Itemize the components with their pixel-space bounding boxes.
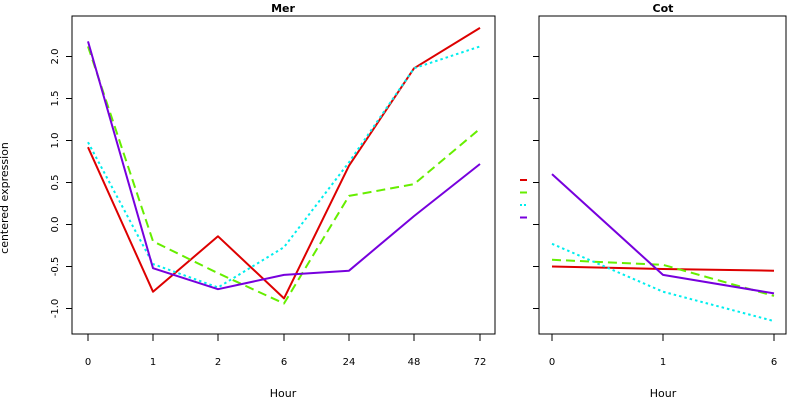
y-tick-label: -1.0 xyxy=(50,299,61,319)
x-tick-label: 1 xyxy=(660,357,666,368)
series-line-2 xyxy=(551,258,775,297)
y-axis-cot xyxy=(533,56,539,309)
x-tick-label: 0 xyxy=(85,357,91,368)
panel-title-mer: Mer xyxy=(271,2,295,15)
plot-frame-mer xyxy=(71,15,496,335)
series-line-3 xyxy=(87,45,481,289)
series-lines-mer xyxy=(87,27,481,305)
panel-mer: Mer -1.0 -0.5 0.0 0.5 1.0 1.5 2.0 0 1 2 6 24 48 72 H… xyxy=(0,2,496,400)
x-tick-label: 72 xyxy=(474,357,487,368)
series-line-3 xyxy=(551,242,775,323)
series-line-4 xyxy=(551,173,775,295)
x-tick-label: 1 xyxy=(150,357,156,368)
y-tick-label: 2.0 xyxy=(50,49,61,65)
x-axis-title-mer: Hour xyxy=(270,387,297,400)
y-tick-label: 1.0 xyxy=(50,133,61,149)
x-axis-mer: 0 1 2 6 24 48 72 xyxy=(85,334,487,368)
x-tick-label: 0 xyxy=(549,357,555,368)
series-line-1 xyxy=(87,27,481,300)
x-tick-label: 6 xyxy=(281,357,287,368)
series-line-4 xyxy=(87,41,481,291)
y-tick-label: 0.0 xyxy=(50,217,61,233)
x-tick-label: 24 xyxy=(343,357,356,368)
y-axis-title: centered expression xyxy=(0,142,11,254)
x-tick-label: 6 xyxy=(771,357,777,368)
x-tick-label: 2 xyxy=(215,357,221,368)
y-tick-label: 0.5 xyxy=(50,175,61,191)
y-tick-label: 1.5 xyxy=(50,91,61,107)
series-line-2 xyxy=(87,46,481,305)
x-axis-cot: 0 1 6 xyxy=(549,334,777,368)
y-axis-mer: -1.0 -0.5 0.0 0.5 1.0 1.5 2.0 xyxy=(50,49,72,319)
series-lines-cot xyxy=(551,173,775,323)
y-tick-label: -0.5 xyxy=(50,257,61,277)
x-tick-label: 48 xyxy=(408,357,421,368)
panel-title-cot: Cot xyxy=(653,2,674,15)
panel-cot: Cot 0 1 6 Hour xyxy=(533,2,787,400)
legend xyxy=(520,179,527,219)
plot-frame-cot xyxy=(538,15,787,335)
x-axis-title-cot: Hour xyxy=(650,387,677,400)
series-line-1 xyxy=(551,265,775,272)
